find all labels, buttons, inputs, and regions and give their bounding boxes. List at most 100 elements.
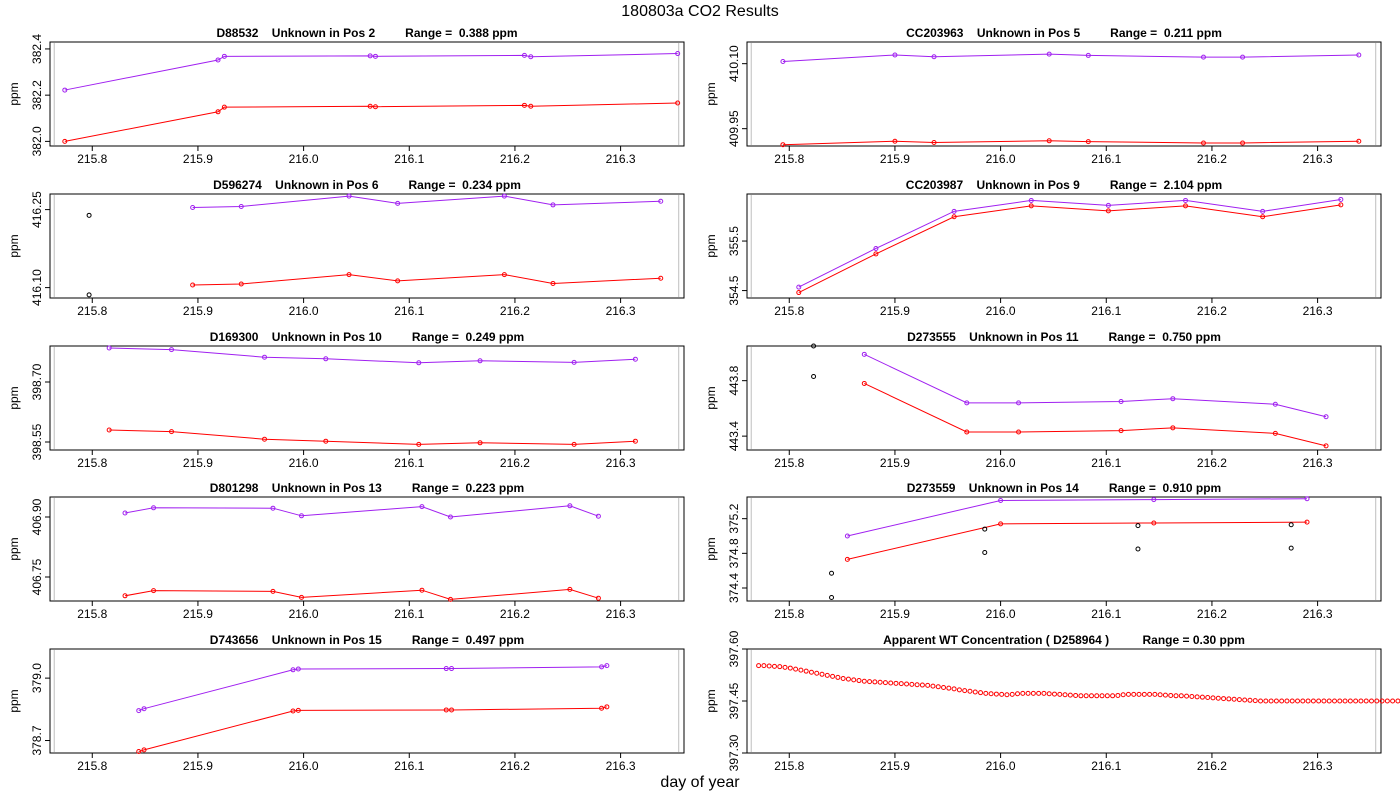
data-point-WT — [830, 673, 836, 679]
data-point-upper — [346, 193, 352, 199]
y-tick-label: 406.90 — [30, 498, 44, 535]
data-point-WT — [1289, 698, 1295, 704]
data-point-WT — [983, 690, 989, 696]
x-tick-label: 215.8 — [77, 304, 107, 318]
data-point-lower — [443, 707, 449, 713]
x-tick-label: 215.9 — [183, 607, 213, 621]
data-point-WT — [1030, 690, 1036, 696]
y-tick-label: 378.7 — [30, 725, 44, 755]
x-tick-label: 215.8 — [774, 759, 804, 773]
data-point-upper — [528, 54, 534, 60]
data-point-lower — [372, 104, 378, 110]
y-tick-label: 397.45 — [727, 682, 741, 719]
x-tick-label: 215.9 — [880, 456, 910, 470]
data-point-upper — [1151, 497, 1157, 503]
data-point-WT — [1115, 692, 1121, 698]
data-point-lower — [367, 103, 373, 109]
data-point-WT — [914, 682, 920, 688]
x-tick-label: 216.1 — [1091, 456, 1121, 470]
series-line-upper — [864, 353, 1327, 418]
y-axis-label: ppm — [704, 537, 718, 560]
x-tick-label: 216.2 — [1197, 304, 1227, 318]
data-point-upper — [298, 513, 304, 519]
data-point-lower — [571, 441, 577, 447]
data-point-lower — [1260, 214, 1266, 220]
x-tick-label: 216.1 — [394, 759, 424, 773]
y-tick-label: 355.5 — [727, 226, 741, 256]
x-tick-label: 216.2 — [1197, 759, 1227, 773]
x-tick-label: 216.3 — [606, 607, 636, 621]
data-point-WT — [1073, 692, 1079, 698]
data-point-upper — [1323, 414, 1329, 420]
panel-9: D743656 Unknown in Pos 15 Range = 0.497 … — [7, 633, 685, 773]
data-point-lower — [998, 521, 1004, 527]
x-tick-label: 215.9 — [880, 152, 910, 166]
data-point-WT — [1326, 698, 1332, 704]
data-point-upper — [567, 503, 573, 509]
data-point-WT — [941, 684, 947, 690]
data-point-WT — [962, 688, 968, 694]
data-point-WT — [1157, 692, 1163, 698]
x-tick-label: 216.3 — [606, 304, 636, 318]
data-point-WT — [893, 680, 899, 686]
x-tick-label: 216.3 — [1303, 759, 1333, 773]
data-point-lower — [477, 440, 483, 446]
data-point-lower — [658, 275, 664, 281]
panel-title: D801298 Unknown in Pos 13 Range = 0.223 … — [210, 481, 524, 495]
outlier-point — [86, 212, 92, 218]
plot-frame — [49, 41, 685, 147]
data-point-WT — [1242, 697, 1248, 703]
data-point-WT — [925, 682, 931, 688]
y-axis-label: ppm — [704, 386, 718, 409]
x-tick-label: 216.0 — [986, 456, 1016, 470]
data-point-WT — [1004, 692, 1010, 698]
data-point-WT — [771, 663, 777, 669]
data-point-WT — [782, 664, 788, 670]
data-point-lower — [892, 138, 898, 144]
data-point-WT — [1295, 698, 1301, 704]
data-point-lower — [136, 749, 142, 755]
data-point-lower — [262, 436, 268, 442]
data-point-lower — [190, 282, 196, 288]
data-point-lower — [346, 272, 352, 278]
x-tick-label: 215.9 — [880, 304, 910, 318]
data-point-upper — [238, 203, 244, 209]
panel-4: CC203987 Unknown in Pos 9 Range = 2.104 … — [704, 178, 1382, 318]
data-point-WT — [1184, 693, 1190, 699]
plot-frame — [49, 193, 685, 299]
series-line-upper — [192, 195, 661, 209]
data-point-lower — [449, 707, 455, 713]
data-point-WT — [1374, 698, 1380, 704]
x-tick-label: 216.2 — [500, 304, 530, 318]
data-point-lower — [270, 588, 276, 594]
data-point-lower — [1200, 140, 1206, 146]
panel-title: D88532 Unknown in Pos 2 Range = 0.388 pp… — [216, 26, 517, 40]
panel-title: D169300 Unknown in Pos 10 Range = 0.249 … — [210, 330, 524, 344]
x-tick-label: 216.2 — [500, 152, 530, 166]
y-tick-label: 354.5 — [727, 275, 741, 305]
x-tick-label: 216.2 — [500, 456, 530, 470]
x-tick-label: 216.0 — [986, 304, 1016, 318]
data-point-WT — [1194, 694, 1200, 700]
data-point-lower — [931, 140, 937, 146]
data-point-WT — [972, 689, 978, 695]
data-point-upper — [1260, 208, 1266, 214]
data-point-WT — [967, 688, 973, 694]
outlier-point — [982, 526, 988, 532]
x-tick-label: 216.1 — [1091, 304, 1121, 318]
data-point-WT — [1094, 693, 1100, 699]
plot-frame — [49, 345, 685, 451]
data-point-lower — [550, 280, 556, 286]
x-tick-label: 215.8 — [77, 152, 107, 166]
data-point-WT — [777, 664, 783, 670]
data-point-WT — [1152, 691, 1158, 697]
series-line-lower — [124, 588, 599, 600]
x-tick-label: 215.8 — [774, 304, 804, 318]
data-point-lower — [238, 281, 244, 287]
data-point-upper — [215, 57, 221, 63]
data-point-upper — [1118, 398, 1124, 404]
data-point-WT — [1268, 698, 1274, 704]
data-point-upper — [796, 284, 802, 290]
data-point-upper — [419, 504, 425, 510]
data-point-upper — [550, 202, 556, 208]
